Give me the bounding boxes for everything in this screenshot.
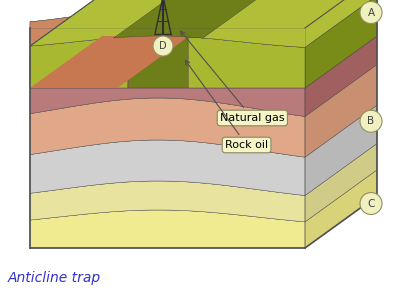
Text: Natural gas: Natural gas — [180, 31, 284, 123]
Polygon shape — [30, 37, 128, 88]
Polygon shape — [188, 37, 305, 88]
Text: Anticline trap: Anticline trap — [8, 271, 101, 285]
Polygon shape — [305, 105, 377, 196]
Text: Rock oil: Rock oil — [185, 60, 268, 150]
Text: A: A — [368, 8, 375, 18]
Polygon shape — [30, 98, 305, 157]
Polygon shape — [305, 0, 377, 88]
Circle shape — [360, 1, 382, 24]
Polygon shape — [30, 36, 305, 76]
Polygon shape — [305, 0, 377, 54]
Polygon shape — [30, 8, 305, 42]
Polygon shape — [30, 210, 305, 248]
Polygon shape — [305, 0, 377, 42]
Polygon shape — [305, 170, 377, 248]
Polygon shape — [305, 0, 377, 88]
Polygon shape — [30, 0, 377, 47]
Text: D: D — [159, 41, 167, 51]
Polygon shape — [128, 36, 187, 88]
Circle shape — [153, 36, 173, 56]
Polygon shape — [30, 36, 190, 88]
Polygon shape — [114, 0, 275, 38]
Polygon shape — [30, 8, 305, 88]
Circle shape — [360, 193, 382, 215]
Circle shape — [360, 110, 382, 132]
Polygon shape — [30, 58, 305, 116]
Text: C: C — [367, 198, 375, 208]
Text: B: B — [368, 116, 375, 126]
Polygon shape — [30, 181, 305, 222]
Polygon shape — [305, 143, 377, 222]
Polygon shape — [48, 26, 267, 49]
Polygon shape — [305, 24, 377, 116]
Polygon shape — [30, 140, 305, 196]
Polygon shape — [305, 2, 377, 76]
Polygon shape — [305, 64, 377, 157]
